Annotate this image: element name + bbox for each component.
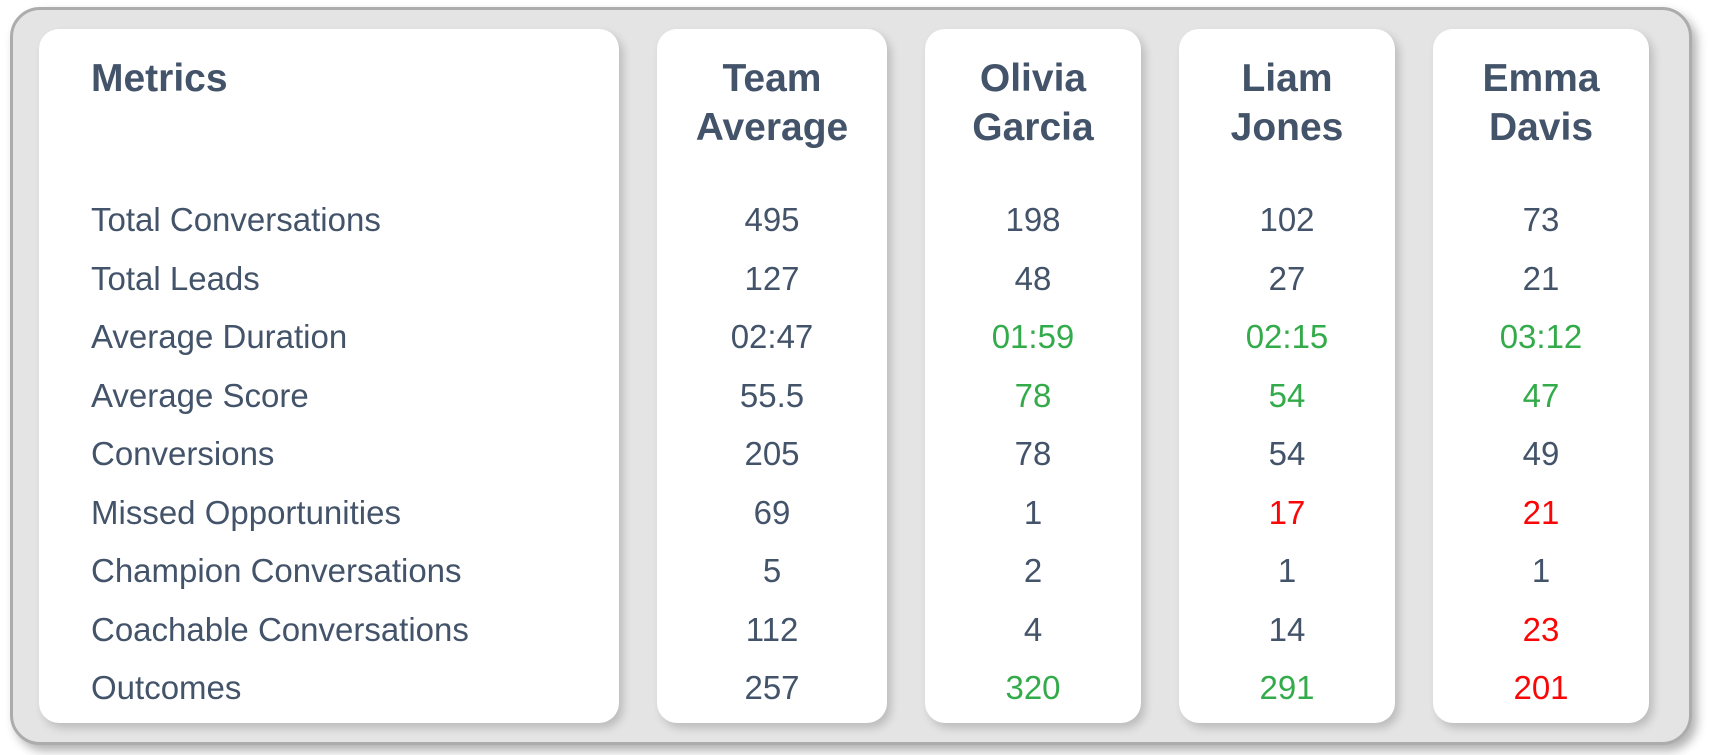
- column-values: 73 21 03:12 47 49 21 1 23 201: [1433, 191, 1649, 718]
- column-card-liam-jones: Liam Jones 102 27 02:15 54 54 17 1 14 291: [1179, 29, 1395, 723]
- metric-value: 55.5: [739, 376, 805, 414]
- metric-row-label: Outcomes: [91, 669, 242, 707]
- metric-value: 54: [1268, 435, 1306, 473]
- metric-value: 54: [1268, 376, 1306, 414]
- metric-value: 14: [1268, 610, 1306, 648]
- metric-row-label: Average Duration: [91, 318, 348, 356]
- metric-value: 291: [1259, 669, 1315, 707]
- column-card-emma-davis: Emma Davis 73 21 03:12 47 49 21 1 23 201: [1433, 29, 1649, 723]
- metric-value: 21: [1522, 493, 1560, 531]
- metric-value: 27: [1268, 259, 1306, 297]
- column-title: Liam Jones: [1230, 57, 1344, 149]
- metric-value: 02:47: [730, 318, 814, 356]
- metric-value: 102: [1259, 201, 1315, 239]
- metric-value: 49: [1522, 435, 1560, 473]
- metric-value: 5: [762, 552, 782, 590]
- metric-value: 78: [1014, 376, 1052, 414]
- metric-row-label: Conversions: [91, 435, 275, 473]
- metric-row-label: Total Leads: [91, 259, 260, 297]
- metric-value: 17: [1268, 493, 1306, 531]
- metrics-title: Metrics: [91, 57, 228, 100]
- metric-row-label: Missed Opportunities: [91, 493, 401, 531]
- metric-value: 127: [744, 259, 800, 297]
- metric-value: 257: [744, 669, 800, 707]
- metric-value: 495: [744, 201, 800, 239]
- column-title: Team Average: [695, 57, 849, 149]
- metric-value: 48: [1014, 259, 1052, 297]
- metric-value: 03:12: [1499, 318, 1583, 356]
- metric-value: 2: [1023, 552, 1043, 590]
- metric-value: 198: [1005, 201, 1061, 239]
- metrics-card: Metrics Total Conversations Total Leads Av…: [39, 29, 619, 723]
- column-card-team-average: Team Average 495 127 02:47 55.5 205 69 5 112 257: [657, 29, 887, 723]
- metric-value: 73: [1522, 201, 1560, 239]
- metric-value: 112: [745, 610, 799, 648]
- metric-value: 1: [1531, 552, 1551, 590]
- metric-value: 320: [1005, 669, 1061, 707]
- metric-value: 01:59: [991, 318, 1075, 356]
- metric-value: 205: [744, 435, 800, 473]
- column-title: Olivia Garcia: [972, 57, 1094, 149]
- metric-row-label: Coachable Conversations: [91, 610, 469, 648]
- metric-value: 02:15: [1245, 318, 1329, 356]
- column-title: Emma Davis: [1482, 57, 1600, 149]
- metric-row-label: Average Score: [91, 376, 309, 414]
- metric-value: 1: [1023, 493, 1043, 531]
- column-values: 495 127 02:47 55.5 205 69 5 112 257: [657, 191, 887, 718]
- metric-value: 78: [1014, 435, 1052, 473]
- metric-value: 4: [1023, 610, 1043, 648]
- metric-value: 69: [753, 493, 791, 531]
- column-values: 198 48 01:59 78 78 1 2 4 320: [925, 191, 1141, 718]
- metric-value: 23: [1522, 610, 1560, 648]
- column-values: 102 27 02:15 54 54 17 1 14 291: [1179, 191, 1395, 718]
- metric-value: 47: [1522, 376, 1560, 414]
- metrics-panel: Metrics Total Conversations Total Leads Av…: [10, 7, 1692, 745]
- metric-labels: Total Conversations Total Leads Average Du…: [91, 191, 599, 718]
- metric-value: 201: [1513, 669, 1569, 707]
- metric-row-label: Champion Conversations: [91, 552, 462, 590]
- metric-value: 21: [1522, 259, 1560, 297]
- column-card-olivia-garcia: Olivia Garcia 198 48 01:59 78 78 1 2 4 320: [925, 29, 1141, 723]
- metric-row-label: Total Conversations: [91, 201, 381, 239]
- metric-value: 1: [1277, 552, 1297, 590]
